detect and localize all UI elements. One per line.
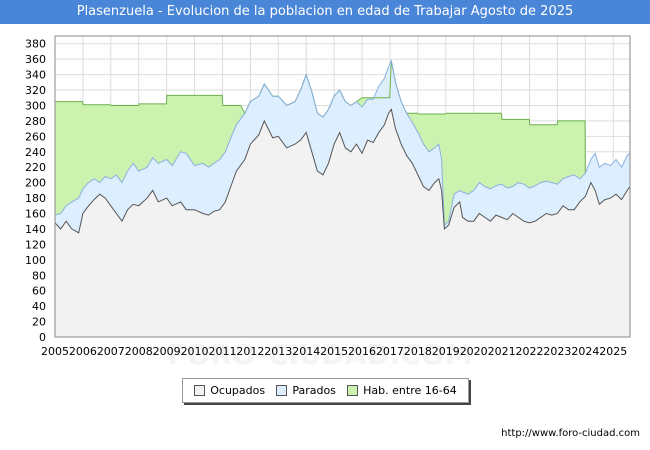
- legend: Ocupados Parados Hab. entre 16-64: [182, 378, 469, 403]
- y-tick-label: 340: [25, 69, 46, 82]
- line-parados: [54, 59, 631, 227]
- y-tick-label: 20: [32, 316, 46, 329]
- plot-frame: [54, 35, 631, 338]
- legend-item-parados: Parados: [276, 384, 336, 397]
- area-ocupados: [55, 109, 630, 337]
- y-tick-label: 140: [25, 223, 46, 236]
- series-areas: [55, 60, 630, 337]
- y-tick-label: 240: [25, 146, 46, 159]
- x-tick-label: 2010: [181, 345, 209, 358]
- x-tick-label: 2014: [292, 345, 320, 358]
- x-tick-label: 2008: [125, 345, 153, 358]
- source-credit: http://www.foro-ciudad.com: [501, 428, 640, 439]
- y-tick-label: 160: [25, 208, 46, 221]
- x-tick-label: 2018: [404, 345, 432, 358]
- x-tick-label: 2025: [599, 345, 627, 358]
- watermark-text: FORO-CIUDAD.COM: [167, 338, 472, 371]
- x-axis-ticks: 2005 2006 2007 2008 2009 2010 2011 2012 2013 2014…: [41, 345, 627, 358]
- x-tick-label: 2020: [460, 345, 488, 358]
- x-tick-label: 2013: [264, 345, 292, 358]
- y-tick-label: 40: [32, 300, 46, 313]
- x-tick-label: 2024: [571, 345, 599, 358]
- y-tick-label: 60: [32, 285, 46, 298]
- y-tick-label: 180: [25, 192, 46, 205]
- y-axis-ticks: 0 20 40 60 80 100 120 140 160 180 200 220 240 260 280 3…: [25, 38, 46, 344]
- x-tick-label: 2006: [69, 345, 97, 358]
- x-tick-label: 2012: [236, 345, 264, 358]
- y-tick-label: 260: [25, 130, 46, 143]
- y-tick-label: 220: [25, 161, 46, 174]
- legend-swatch-parados: [276, 385, 288, 396]
- x-tick-label: 2009: [153, 345, 181, 358]
- series-lines: [54, 59, 631, 234]
- x-tick-label: 2007: [97, 345, 125, 358]
- x-tick-label: 2023: [543, 345, 571, 358]
- legend-item-ocupados: Ocupados: [194, 384, 265, 397]
- x-tick-label: 2016: [348, 345, 376, 358]
- legend-label-ocupados: Ocupados: [210, 384, 266, 397]
- line-ocupados: [54, 108, 631, 234]
- chart-area: FORO-CIUDAD.COM 0 20 40 60 80 100 120 140 160 180…: [25, 35, 631, 371]
- chart-title: Plasenzuela - Evolucion de la poblacion …: [0, 0, 650, 24]
- y-tick-label: 100: [25, 254, 46, 267]
- legend-swatch-hab: [347, 385, 359, 396]
- x-tick-label: 2005: [41, 345, 69, 358]
- x-tick-label: 2017: [376, 345, 404, 358]
- plot-border: [54, 35, 631, 338]
- y-tick-label: 120: [25, 238, 46, 251]
- legend-label-hab: Hab. entre 16-64: [363, 384, 457, 397]
- legend-label-parados: Parados: [292, 384, 336, 397]
- y-tick-label: 320: [25, 84, 46, 97]
- y-tick-label: 280: [25, 115, 46, 128]
- legend-swatch-ocupados: [194, 385, 206, 396]
- y-tick-label: 0: [39, 331, 46, 344]
- x-tick-label: 2019: [432, 345, 460, 358]
- x-tick-label: 2015: [320, 345, 348, 358]
- y-tick-label: 360: [25, 53, 46, 66]
- y-tick-label: 80: [32, 269, 46, 282]
- x-tick-label: 2021: [488, 345, 516, 358]
- x-tick-label: 2022: [516, 345, 544, 358]
- x-tick-label: 2011: [208, 345, 236, 358]
- y-tick-label: 380: [25, 38, 46, 51]
- y-tick-label: 200: [25, 177, 46, 190]
- legend-item-hab: Hab. entre 16-64: [347, 384, 457, 397]
- y-tick-label: 300: [25, 99, 46, 112]
